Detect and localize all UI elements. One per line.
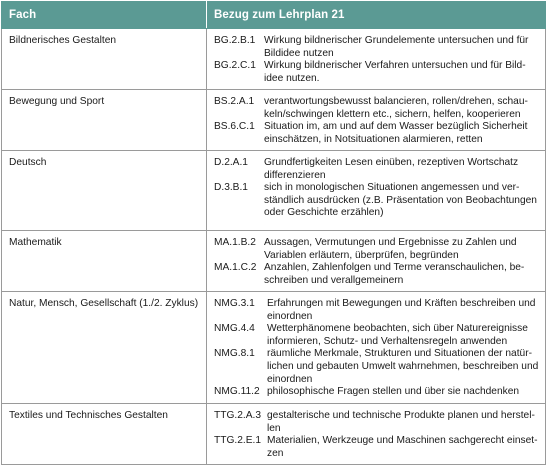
entry-code: BG.2.B.1 [214,35,256,46]
entry-code: NMG.11.2 [214,386,260,398]
table-row: Bewegung und Sport BS.2.A.1 verantwortun… [1,89,546,151]
entry-text: sich in monologischen Situationen angeme… [264,182,537,219]
entry-code: MA.1.C.2 [214,262,257,274]
entry-code: D.3.B.1 [214,182,248,194]
bezug-cell: BS.2.A.1 verantwortungsbewusst balancier… [206,89,546,151]
bezug-cell: NMG.3.1 Erfahrungen mit Bewegungen und K… [206,291,546,404]
bezug-cell: BG.2.B.1 Wirkung bildnerischer Grundelem… [206,28,546,90]
curriculum-entry: NMG.3.1 Erfahrungen mit Bewegungen und K… [214,298,541,323]
curriculum-entry: BS.6.C.1 Situation im, am und auf dem Wa… [214,121,541,146]
curriculum-entry: BS.2.A.1 verantwortungsbewusst balancier… [214,96,541,121]
curriculum-entry: NMG.4.4 Wetterphänomene beobachten, sich… [214,323,541,348]
entry-text: Wirkung bildnerischer Verfahren untersuc… [264,60,526,84]
entry-text: Aussagen, Vermutungen und Ergebnisse zu … [264,237,517,261]
entry-text: gestalterische und technische Produkte p… [267,410,535,434]
entry-code: BS.6.C.1 [214,121,255,133]
entry-text: philosophische Fragen stellen und über s… [267,386,520,398]
entry-text: Wetterphänomene beobachten, sich über Na… [267,323,528,347]
fach-cell: Deutsch [1,150,207,231]
curriculum-entry: NMG.11.2 philosophische Fragen stellen u… [214,386,541,399]
bezug-cell: TTG.2.A.3 gestalterische und technische … [206,403,546,465]
fach-cell: Natur, Mensch, Gesellschaft (1./2. Zyklu… [1,291,207,404]
curriculum-entry: BG.2.C.1 Wirkung bildnerischer Verfahren… [214,60,541,85]
curriculum-entry: MA.1.B.2 Aussagen, Vermutungen und Ergeb… [214,237,541,262]
curriculum-entry: D.3.B.1 sich in monologischen Situatione… [214,182,541,220]
header-fach: Fach [1,1,207,29]
fach-cell: Bildnerisches Gestalten [1,28,207,90]
entry-text: Wirkung bildnerischer Grundelemente unte… [264,35,529,59]
curriculum-entry: TTG.2.E.1 Materialien, Werkzeuge und Mas… [214,435,541,460]
entry-code: NMG.4.4 [214,323,255,335]
entry-text: Anzahlen, Zahlenfolgen und Terme veransc… [264,262,525,286]
entry-code: NMG.3.1 [214,298,255,309]
fach-cell: Textiles und Technisches Gestalten [1,403,207,465]
curriculum-entry: BG.2.B.1 Wirkung bildnerischer Grundelem… [214,35,541,60]
table-row: Textiles und Technisches Gestalten TTG.2… [1,403,546,465]
entry-text: Grundfertigkeiten Lesen einüben, rezepti… [264,157,519,181]
bezug-cell: D.2.A.1 Grundfertigkeiten Lesen einüben,… [206,150,546,231]
table-row: Bildnerisches Gestalten BG.2.B.1 Wirkung… [1,28,546,90]
entry-text: Situation im, am und auf dem Wasser bezü… [264,121,528,145]
bezug-cell: MA.1.B.2 Aussagen, Vermutungen und Ergeb… [206,230,546,292]
entry-code: TTG.2.A.3 [214,410,261,421]
entry-text: Erfahrungen mit Bewegungen und Kräften b… [267,298,536,322]
table-row: Deutsch D.2.A.1 Grundfertigkeiten Lesen … [1,150,546,231]
entry-text: verantwortungsbewusst balancieren, rolle… [264,96,528,120]
fach-cell: Bewegung und Sport [1,89,207,151]
entry-code: TTG.2.E.1 [214,435,261,447]
entry-code: MA.1.B.2 [214,237,256,248]
entry-code: D.2.A.1 [214,157,248,168]
header-bezug: Bezug zum Lehrplan 21 [206,1,546,29]
entry-text: räumliche Merkmale, Strukturen und Situa… [267,348,539,385]
curriculum-entry: TTG.2.A.3 gestalterische und technische … [214,410,541,435]
entry-code: BG.2.C.1 [214,60,256,72]
table-row: Mathematik MA.1.B.2 Aussagen, Vermutunge… [1,230,546,292]
curriculum-entry: MA.1.C.2 Anzahlen, Zahlenfolgen und Term… [214,262,541,287]
fach-cell: Mathematik [1,230,207,292]
table-header-row: Fach Bezug zum Lehrplan 21 [1,1,546,29]
entry-text: Materialien, Werkzeuge und Maschinen sac… [267,435,538,459]
table-row: Natur, Mensch, Gesellschaft (1./2. Zyklu… [1,291,546,404]
curriculum-entry: D.2.A.1 Grundfertigkeiten Lesen einüben,… [214,157,541,182]
curriculum-entry: NMG.8.1 räumliche Merkmale, Strukturen u… [214,348,541,386]
entry-code: NMG.8.1 [214,348,255,360]
entry-code: BS.2.A.1 [214,96,255,107]
